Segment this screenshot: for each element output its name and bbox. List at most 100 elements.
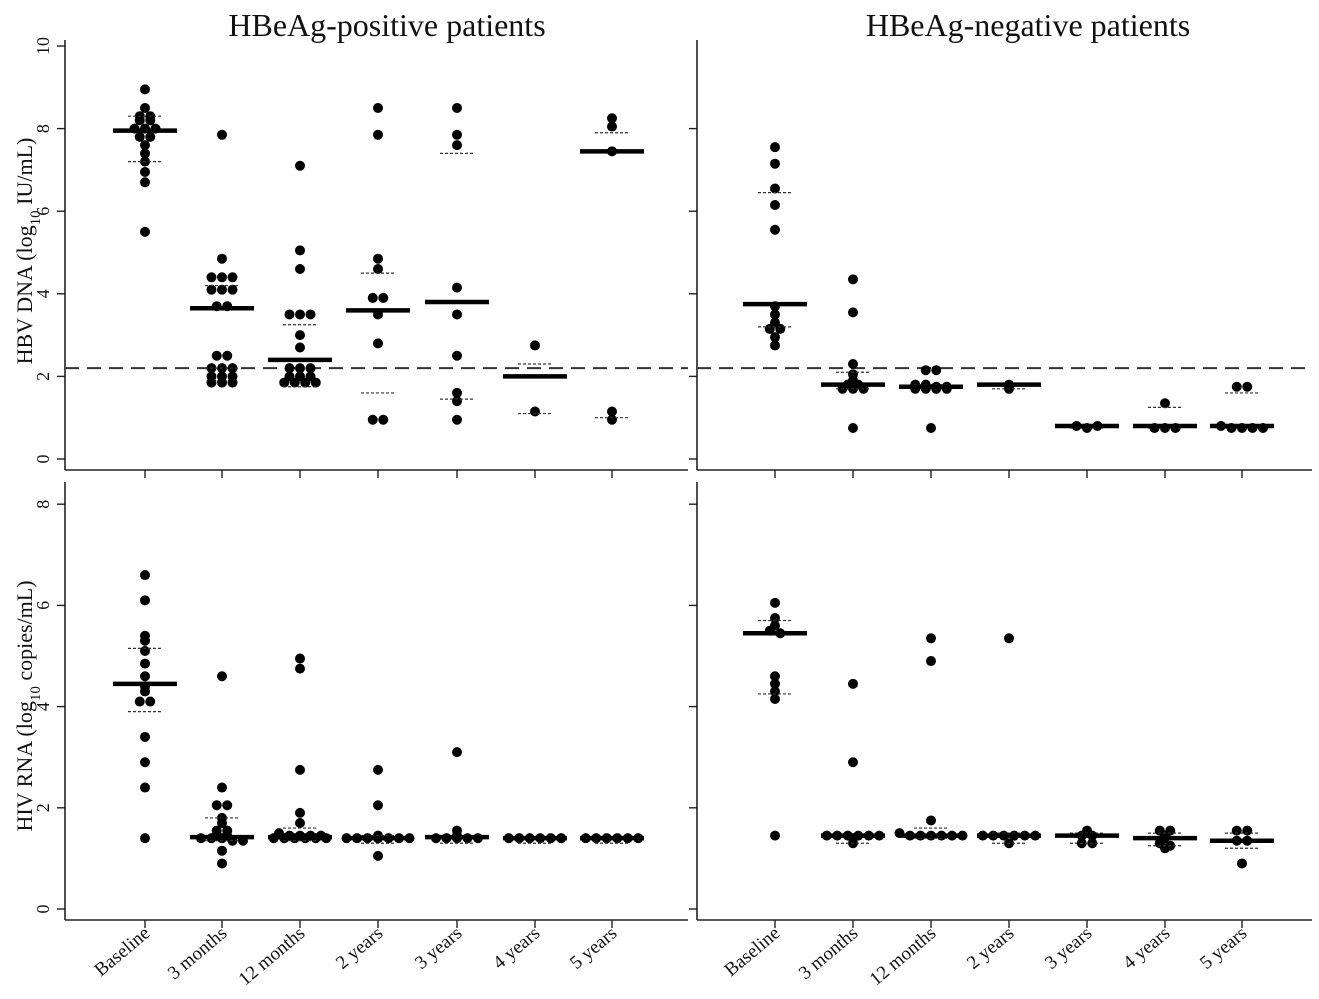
- category-label: 3 months: [164, 923, 231, 984]
- panel-title-hbeag-negative: HBeAg-negative patients: [866, 7, 1190, 43]
- data-point: [926, 633, 936, 644]
- data-point: [217, 782, 227, 793]
- y-tick-label: 2: [33, 803, 53, 812]
- data-point: [284, 371, 295, 382]
- data-point: [770, 200, 780, 211]
- data-point: [848, 757, 858, 768]
- data-point: [770, 620, 780, 631]
- data-point: [305, 371, 316, 382]
- data-point: [140, 226, 150, 237]
- data-point: [217, 284, 227, 295]
- data-point: [530, 406, 540, 417]
- data-point: [140, 833, 150, 844]
- category-labels: Baseline 3 months 12 months 2 years 3 years 4…: [91, 923, 1252, 990]
- data-point: [211, 350, 222, 361]
- data-point: [848, 359, 858, 370]
- data-point: [222, 825, 233, 836]
- data-point: [295, 342, 305, 353]
- data-point: [295, 807, 305, 818]
- y-tick-label: 4: [33, 289, 53, 298]
- data-point: [211, 825, 222, 836]
- data-point: [211, 800, 222, 811]
- data-point: [140, 645, 150, 656]
- data-point: [217, 858, 227, 869]
- data-point: [373, 850, 383, 861]
- data-point: [140, 84, 150, 95]
- y-tick-label: 10: [33, 37, 53, 55]
- data-point: [295, 663, 305, 674]
- category-label: 4 years: [489, 923, 544, 974]
- data-point: [920, 365, 931, 376]
- data-point: [607, 406, 617, 417]
- y-axis-label-hbv-sub: 10: [28, 210, 44, 225]
- data-point: [452, 140, 462, 151]
- data-point: [1154, 825, 1165, 836]
- data-point: [217, 845, 227, 856]
- data-point: [770, 317, 780, 328]
- data-point: [140, 595, 150, 606]
- data-point: [217, 129, 227, 140]
- data-point: [373, 764, 383, 775]
- data-point: [295, 309, 305, 320]
- category-label: 5 years: [1196, 923, 1251, 974]
- y-axis-label-hiv-main: HIV RNA (log: [12, 701, 37, 831]
- data-point: [1242, 381, 1253, 392]
- data-point: [217, 371, 227, 382]
- data-point: [373, 338, 383, 349]
- data-point: [770, 597, 780, 608]
- y-tick-label: 8: [33, 124, 53, 133]
- data-point: [926, 423, 936, 434]
- category-label: 4 years: [1119, 923, 1174, 974]
- data-point: [295, 245, 305, 256]
- data-point: [848, 423, 858, 434]
- y-tick-label: 6: [33, 601, 53, 610]
- data-point: [931, 365, 942, 376]
- category-label: 2 years: [332, 923, 387, 974]
- data-point: [926, 656, 936, 667]
- data-point: [305, 363, 316, 374]
- data-point: [378, 414, 389, 425]
- data-point: [770, 183, 780, 194]
- data-point: [770, 309, 780, 320]
- data-point: [217, 253, 227, 264]
- data-point: [770, 142, 780, 153]
- y-axis-label-hiv-sub: 10: [28, 686, 44, 701]
- data-point: [367, 414, 378, 425]
- data-point: [770, 678, 780, 689]
- category-label: 12 months: [866, 923, 941, 990]
- data-point: [452, 396, 462, 407]
- y-axis-label-hbv-dna: HBV DNA (log10 IU/mL): [12, 138, 44, 365]
- y-tick-label: 0: [33, 905, 53, 914]
- category-label: 2 years: [963, 923, 1018, 974]
- category-label: 3 years: [411, 923, 466, 974]
- data-point: [452, 387, 462, 398]
- data-point: [770, 694, 780, 705]
- data-point: [134, 696, 145, 707]
- data-point: [770, 332, 780, 343]
- data-point: [295, 653, 305, 664]
- data-point: [378, 292, 389, 303]
- data-point: [1165, 825, 1176, 836]
- panel-hbv-hbeag-positive: 0 2 4 6 8 10: [33, 37, 688, 478]
- panel-hiv-hbeag-negative: [689, 482, 1312, 928]
- data-point: [145, 696, 156, 707]
- data-point: [770, 158, 780, 169]
- data-point: [373, 102, 383, 113]
- data-point: [140, 630, 150, 641]
- data-point: [452, 825, 462, 836]
- data-point: [227, 284, 238, 295]
- y-tick-label: 6: [33, 207, 53, 216]
- data-point: [1242, 825, 1253, 836]
- data-point: [295, 363, 305, 374]
- data-point: [848, 369, 858, 380]
- panel-title-hbeag-positive: HBeAg-positive patients: [228, 7, 545, 43]
- data-point: [452, 129, 462, 140]
- data-point: [140, 177, 150, 188]
- category-label: 5 years: [566, 923, 621, 974]
- data-point: [452, 414, 462, 425]
- data-point: [140, 570, 150, 581]
- data-point: [1004, 633, 1014, 644]
- data-point: [134, 131, 145, 142]
- y-axis-label-hiv-rna: HIV RNA (log10 copies/mL): [12, 580, 44, 831]
- data-point: [530, 340, 540, 351]
